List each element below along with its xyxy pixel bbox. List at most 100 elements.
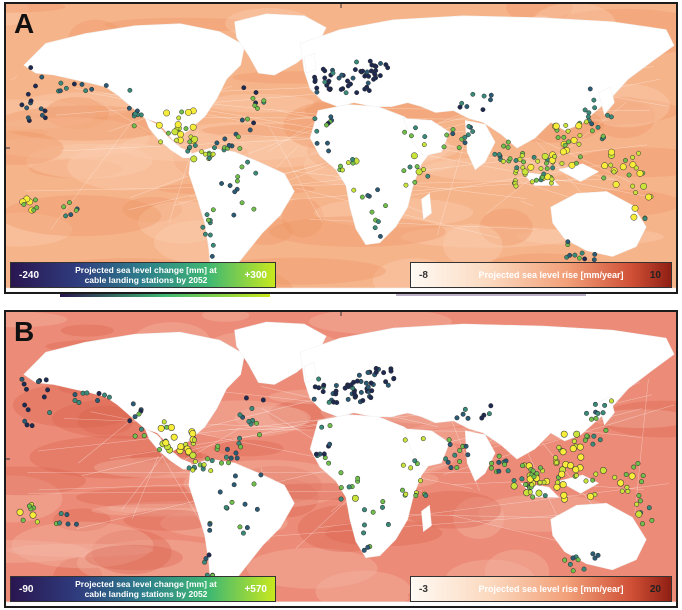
- cable-line: [520, 200, 533, 206]
- greenland-landmass: [234, 321, 327, 385]
- cable-line: [452, 481, 512, 485]
- landing-station-marker: [501, 143, 507, 149]
- landing-station-marker: [165, 130, 171, 136]
- landing-station-marker: [79, 81, 85, 87]
- landing-station-marker: [640, 473, 646, 479]
- landing-station-marker: [247, 127, 253, 133]
- landing-station-marker: [131, 123, 137, 129]
- separator-stripe-right: [396, 294, 586, 296]
- landing-station-marker: [231, 212, 237, 218]
- landing-station-marker: [626, 172, 632, 178]
- landing-station-marker: [513, 183, 519, 189]
- separator-stripe: [60, 294, 270, 297]
- greenland-landmass: [234, 13, 327, 76]
- legend-min-a: -240: [19, 270, 40, 281]
- landing-station-marker: [385, 65, 391, 71]
- landing-station-marker: [403, 182, 409, 188]
- landing-station-marker: [207, 232, 213, 238]
- landing-station-marker: [454, 465, 460, 471]
- antarctica-fringe-landmass: [6, 601, 676, 606]
- legend-title-a: Projected sea level change [mm] at cable…: [61, 265, 231, 285]
- landing-station-marker: [481, 412, 487, 418]
- landing-station-marker: [407, 164, 413, 170]
- landing-station-marker: [200, 224, 206, 230]
- landing-station-marker: [410, 152, 418, 160]
- landing-station-marker: [141, 433, 147, 439]
- landing-station-marker: [573, 430, 581, 438]
- landing-station-marker: [330, 70, 336, 76]
- landing-station-marker: [589, 128, 595, 134]
- ocean-texture: [67, 143, 192, 191]
- landing-station-marker: [351, 187, 357, 193]
- landing-station-marker: [354, 90, 360, 96]
- landing-station-marker: [443, 456, 449, 462]
- landing-station-marker: [184, 108, 192, 116]
- landing-station-marker: [603, 427, 609, 433]
- landing-station-marker: [314, 85, 320, 91]
- landing-station-marker: [570, 555, 576, 561]
- landing-station-marker: [421, 142, 427, 148]
- madagascar-landmass: [421, 192, 432, 220]
- ocean-texture: [60, 324, 115, 337]
- landing-station-marker: [179, 109, 185, 115]
- landing-station-marker: [189, 451, 197, 459]
- landing-station-marker: [538, 166, 544, 171]
- landing-station-marker: [492, 151, 498, 157]
- landing-station-marker: [400, 462, 406, 468]
- ocean-texture: [400, 225, 573, 248]
- landing-station-marker: [258, 472, 264, 478]
- landing-station-marker: [224, 454, 229, 460]
- landing-station-marker: [41, 394, 47, 400]
- landing-station-marker: [370, 509, 376, 515]
- landing-station-marker: [600, 133, 606, 139]
- landing-station-marker: [251, 481, 257, 487]
- landing-station-marker: [602, 402, 608, 408]
- ocean-texture: [122, 196, 183, 223]
- landing-station-marker: [241, 530, 246, 536]
- landing-station-marker: [254, 105, 260, 111]
- landing-station-marker: [646, 505, 652, 511]
- landing-station-marker: [162, 439, 170, 447]
- landing-station-marker: [576, 141, 582, 147]
- landing-station-marker: [311, 396, 317, 402]
- landing-station-marker: [521, 168, 529, 176]
- landing-station-marker: [25, 91, 31, 97]
- landing-station-marker: [312, 77, 318, 83]
- landing-station-marker: [538, 465, 543, 471]
- africa-landmass: [309, 414, 434, 558]
- legend-title-b: Projected sea level change [mm] at cable…: [61, 579, 231, 599]
- uk-landmass: [303, 361, 317, 383]
- landing-station-marker: [415, 168, 423, 176]
- panel-label-b: B: [14, 316, 35, 347]
- landing-station-marker: [257, 432, 262, 438]
- ocean-texture: [6, 540, 90, 563]
- landing-station-marker: [465, 132, 471, 138]
- landing-station-marker: [57, 520, 62, 526]
- ocean-texture: [6, 4, 29, 26]
- cable-line: [131, 455, 159, 520]
- landing-station-marker: [232, 473, 238, 479]
- landing-station-marker: [562, 142, 568, 148]
- landing-station-marker: [177, 130, 184, 138]
- landing-station-marker: [454, 415, 460, 421]
- landing-station-marker: [590, 441, 596, 447]
- ocean-texture: [6, 466, 87, 496]
- landing-station-marker: [63, 85, 69, 91]
- landing-station-marker: [559, 161, 565, 166]
- landing-station-marker: [237, 524, 243, 530]
- ocean-texture: [315, 570, 412, 606]
- landing-station-marker: [630, 213, 638, 221]
- landing-station-marker: [581, 566, 587, 572]
- cable-line: [436, 128, 469, 236]
- landing-station-marker: [84, 390, 90, 396]
- landing-station-marker: [592, 251, 598, 257]
- landing-station-marker: [496, 453, 502, 459]
- ocean-texture: [11, 521, 154, 569]
- landing-station-marker: [354, 59, 359, 65]
- landing-station-marker: [582, 437, 588, 443]
- landing-station-marker: [380, 504, 385, 510]
- landing-station-marker: [413, 493, 419, 498]
- landing-station-marker: [132, 433, 138, 439]
- landing-station-marker: [573, 473, 579, 478]
- landing-station-marker: [245, 116, 250, 122]
